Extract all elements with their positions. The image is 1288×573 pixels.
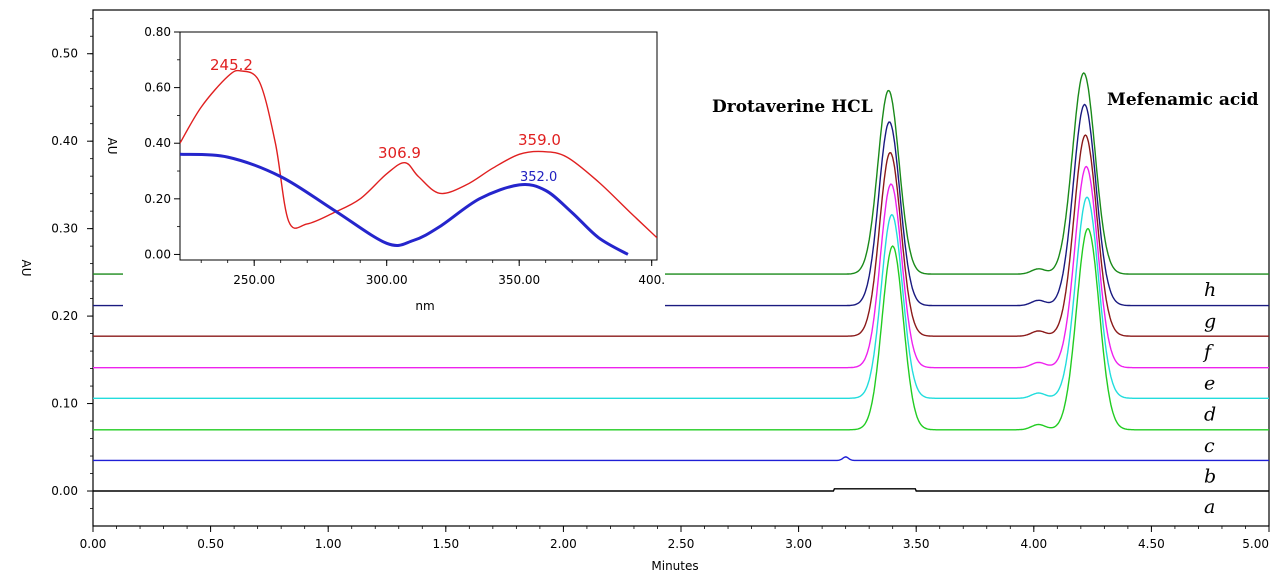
inset-peak-annotation: 352.0 xyxy=(520,170,557,185)
x-tick-label: 1.50 xyxy=(432,537,459,551)
inset-y-tick-label: 0.40 xyxy=(144,136,171,150)
inset-y-tick-label: 0.60 xyxy=(144,81,171,95)
y-tick-label: 0.40 xyxy=(51,134,78,148)
trace-e xyxy=(93,165,1269,369)
y-axis-label: AU xyxy=(19,260,33,277)
inset-peak-annotation: 245.2 xyxy=(210,56,253,74)
trace-a xyxy=(93,488,1269,492)
x-axis-label: Minutes xyxy=(651,559,698,573)
inset-plot-frame xyxy=(179,31,658,261)
x-tick-label: 4.00 xyxy=(1020,537,1047,551)
inset-x-tick-label: 400. xyxy=(638,273,665,287)
trace-label-e: e xyxy=(1204,373,1215,395)
y-tick-label: 0.10 xyxy=(51,397,78,411)
y-tick-label: 0.20 xyxy=(51,309,78,323)
x-tick-label: 5.00 xyxy=(1242,537,1269,551)
x-tick-label: 4.50 xyxy=(1138,537,1165,551)
x-tick-label: 2.50 xyxy=(668,537,695,551)
peak-label-mefenamic: Mefenamic acid xyxy=(1107,90,1259,110)
trace-b xyxy=(93,456,1269,462)
trace-label-b: b xyxy=(1204,465,1216,487)
inset-x-tick-label: 300.00 xyxy=(366,273,408,287)
trace-f xyxy=(93,134,1269,337)
trace-label-c: c xyxy=(1204,435,1215,457)
inset-background xyxy=(123,14,665,334)
y-tick-label: 0.00 xyxy=(51,484,78,498)
inset-spectrum-drotaverine xyxy=(180,69,657,239)
trace-label-h: h xyxy=(1204,279,1216,301)
inset-x-tick-label: 350.00 xyxy=(498,273,540,287)
trace-label-d: d xyxy=(1204,403,1216,425)
inset-peak-annotation: 359.0 xyxy=(518,131,561,149)
inset-y-tick-label: 0.00 xyxy=(144,247,171,261)
inset-peak-annotation: 306.9 xyxy=(378,144,421,162)
x-tick-label: 0.50 xyxy=(197,537,224,551)
trace-label-f: f xyxy=(1202,341,1214,363)
inset-y-tick-label: 0.80 xyxy=(144,25,171,39)
peak-label-drotaverine: Drotaverine HCL xyxy=(712,97,873,117)
inset-spectrum-mefenamic xyxy=(180,152,629,256)
inset-x-tick-label: 250.00 xyxy=(233,273,275,287)
x-tick-label: 0.00 xyxy=(80,537,107,551)
x-tick-label: 2.00 xyxy=(550,537,577,551)
y-tick-label: 0.50 xyxy=(51,47,78,61)
trace-c xyxy=(93,228,1269,431)
inset-chart: 250.00 300.00 350.00 400. 0.00 0.20 0.40 0.60 0.… xyxy=(144,25,665,287)
trace-d xyxy=(93,196,1269,399)
trace-label-a: a xyxy=(1204,496,1215,518)
y-tick-label: 0.30 xyxy=(51,222,78,236)
x-tick-label: 1.00 xyxy=(315,537,342,551)
inset-y-axis-label: AU xyxy=(105,138,119,155)
inset-x-axis-label: nm xyxy=(415,299,434,313)
x-tick-label: 3.50 xyxy=(903,537,930,551)
x-tick-label: 3.00 xyxy=(785,537,812,551)
inset-y-tick-label: 0.20 xyxy=(144,192,171,206)
trace-label-g: g xyxy=(1204,311,1216,333)
